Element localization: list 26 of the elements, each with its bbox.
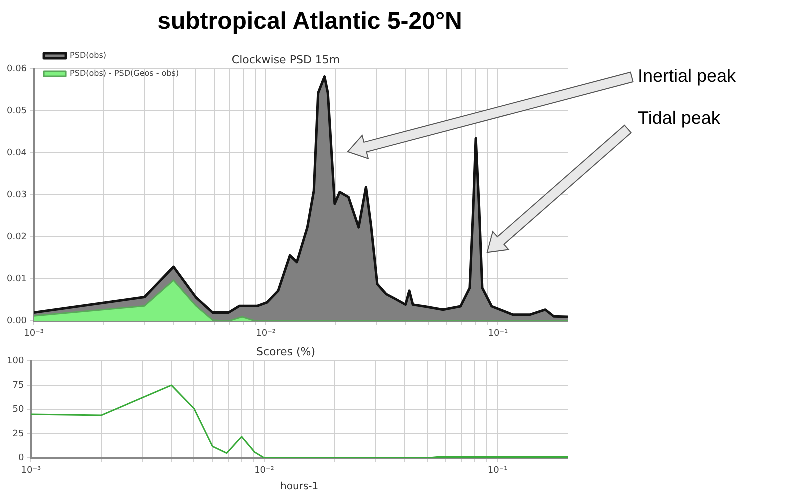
y-tick-label: 75	[12, 380, 24, 391]
text: Inertial peak	[638, 66, 738, 86]
x-tick-label: 10⁻³	[24, 328, 44, 339]
y-tick-label: 0.03	[6, 190, 28, 201]
y-tick-label: 0.00	[6, 316, 28, 327]
y-tick-label: 25	[12, 429, 24, 440]
y-tick-label: 0.05	[6, 106, 28, 117]
y-tick-label: 0.02	[6, 232, 28, 243]
y-tick-label: 0.01	[6, 274, 28, 285]
x-tick-label: 10⁻³	[21, 466, 42, 476]
y-tick-label: 0.06	[6, 64, 28, 75]
text: Tidal peak	[638, 108, 722, 128]
y-tick-label: 0.04	[6, 148, 28, 159]
x-axis-title: hours-1	[280, 482, 319, 493]
chart-title: Scores (%)	[256, 345, 316, 358]
chart-subtitle: Clockwise PSD 15m	[232, 53, 340, 66]
legend-label: PSD(obs) - PSD(Geos - obs)	[70, 69, 180, 78]
x-tick-label: 10⁻²	[256, 328, 276, 339]
y-tick-label: 50	[12, 405, 24, 416]
y-tick-label: 0	[18, 454, 24, 464]
chart-title: subtropical Atlantic 5-20°N	[156, 8, 464, 36]
legend-label: PSD(obs)	[70, 51, 106, 60]
x-tick-label: 10⁻²	[254, 466, 275, 476]
x-tick-label: 10⁻¹	[488, 328, 508, 339]
y-tick-label: 100	[6, 356, 24, 367]
x-tick-label: 10⁻¹	[488, 466, 508, 476]
